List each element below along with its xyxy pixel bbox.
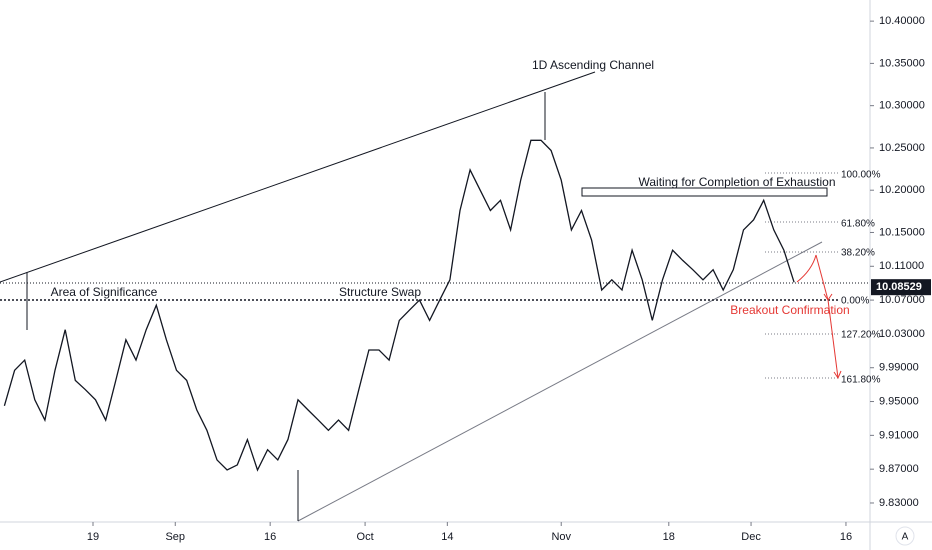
annotation: Breakout Confirmation [730,303,849,317]
x-tick-label: Dec [741,531,761,543]
last-price-tag [871,279,931,296]
x-tick-label: 14 [441,531,453,543]
channel-lower [297,241,823,522]
auto-scale-label[interactable]: A [902,532,909,543]
y-tick-label: 10.40000 [879,15,925,27]
y-tick-label: 10.35000 [879,57,925,69]
price-line [3,139,795,472]
y-tick-label: 9.99000 [879,362,919,374]
arrow-head [833,370,842,380]
x-tick-label: 16 [264,531,276,543]
exhaustion-box [581,187,828,197]
annotation: Waiting for Completion of Exhaustion [639,175,836,189]
y-tick-label: 10.07000 [879,294,925,306]
fib-label: 100.00% [841,170,881,181]
fib-label: 161.80% [841,375,881,386]
fib-lines [765,172,838,379]
y-tick-label: 10.03000 [879,328,925,340]
fib-label: 61.80% [841,219,875,230]
last-price-label: 10.08529 [876,281,922,293]
y-tick-label: 9.83000 [879,497,919,509]
x-tick-label: 18 [663,531,675,543]
y-tick-label: 9.87000 [879,463,919,475]
fib-label: 38.20% [841,248,875,259]
channel-upper [0,71,596,283]
y-tick-label: 10.20000 [879,184,925,196]
y-tick-label: 10.11000 [879,260,924,272]
y-tick-label: 9.91000 [879,429,919,441]
y-tick-label: 10.15000 [879,226,925,238]
x-tick-label: Oct [357,531,374,543]
annotation: 1D Ascending Channel [532,58,654,72]
fib-label: 127.20% [841,330,881,341]
y-tick-label: 10.30000 [879,100,925,112]
y-tick-label: 9.95000 [879,395,919,407]
x-tick-label: 19 [87,531,99,543]
annotation: Structure Swap [339,285,421,299]
arrow [796,254,817,283]
arrow [827,299,839,379]
annotation: Area of Significance [51,285,158,299]
x-tick-label: Sep [165,531,185,543]
x-tick-label: Nov [551,531,571,543]
x-tick-label: 16 [840,531,852,543]
auto-scale-button[interactable] [895,526,915,546]
projection-arrows [796,254,842,380]
fib-label: 0.00% [841,296,869,307]
arrow-head [823,293,833,301]
arrow [815,254,829,301]
y-tick-label: 10.25000 [879,142,925,154]
